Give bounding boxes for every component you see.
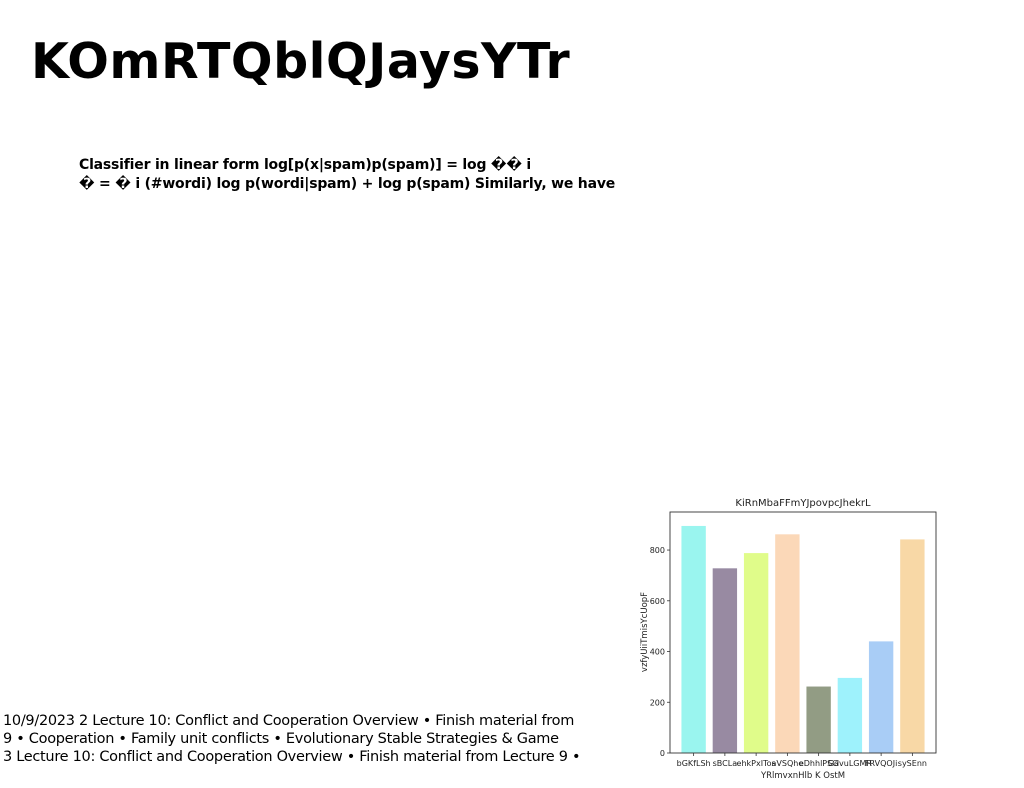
x-tick-label: GdvuLGMR — [828, 759, 873, 768]
bar — [743, 553, 769, 753]
x-tick-label: FRVQOJi — [865, 759, 897, 768]
y-axis: 0 200 400 600 800 — [650, 546, 670, 758]
bars-group — [681, 525, 925, 753]
formula-line: � = � i (#wordi) log p(wordi|spam) + log… — [79, 176, 616, 192]
y-tick-label: 400 — [650, 648, 665, 657]
x-axis: bGKfLSh sBCLa ehkPxITosaVSQheeDhhlPSGGdvuL… — [677, 753, 927, 768]
bar — [837, 677, 863, 753]
x-tick-label: sySEnn — [898, 759, 927, 768]
bar-chart: KiRnMbaFFmYJpovpcJhekrL vzfyUiiTmisYcUop… — [640, 498, 937, 781]
bar — [712, 568, 738, 753]
footer-line: 9 • Cooperation • Family unit conflicts … — [3, 731, 559, 747]
formula-text: Classifier in linear form log[p(x|spam)p… — [79, 156, 659, 194]
footer-line: 10/9/2023 2 Lecture 10: Conflict and Coo… — [3, 713, 575, 729]
x-tick-label: aVSQhe — [772, 759, 804, 768]
x-tick-label: bGKfLSh — [677, 759, 711, 768]
plot-frame — [669, 511, 937, 754]
x-tick-label: sBCLa — [713, 759, 738, 768]
chart-xlabel: YRlmvxnHlb K OstM — [760, 771, 845, 781]
bar — [681, 525, 706, 753]
chart-ylabel: vzfyUiiTmisYcUopF — [640, 592, 650, 672]
x-tick-label: ehkPxITos — [737, 759, 776, 768]
y-tick-label: 600 — [650, 597, 665, 606]
formula-line: Classifier in linear form log[p(x|spam)p… — [79, 157, 531, 173]
y-tick-label: 200 — [650, 698, 665, 707]
footer-text: 10/9/2023 2 Lecture 10: Conflict and Coo… — [3, 712, 603, 766]
bar — [868, 641, 894, 753]
x-tick-label: eDhhlPSG — [799, 759, 839, 768]
bar — [775, 534, 800, 753]
chart-title: KiRnMbaFFmYJpovpcJhekrL — [735, 498, 871, 509]
y-tick-label: 0 — [660, 749, 665, 758]
bar — [806, 686, 831, 753]
footer-line: 3 Lecture 10: Conflict and Cooperation O… — [3, 749, 581, 765]
bar — [900, 539, 925, 753]
slide-title: KOmRTQblQJaysYTr — [31, 33, 571, 90]
y-tick-label: 800 — [650, 546, 665, 555]
